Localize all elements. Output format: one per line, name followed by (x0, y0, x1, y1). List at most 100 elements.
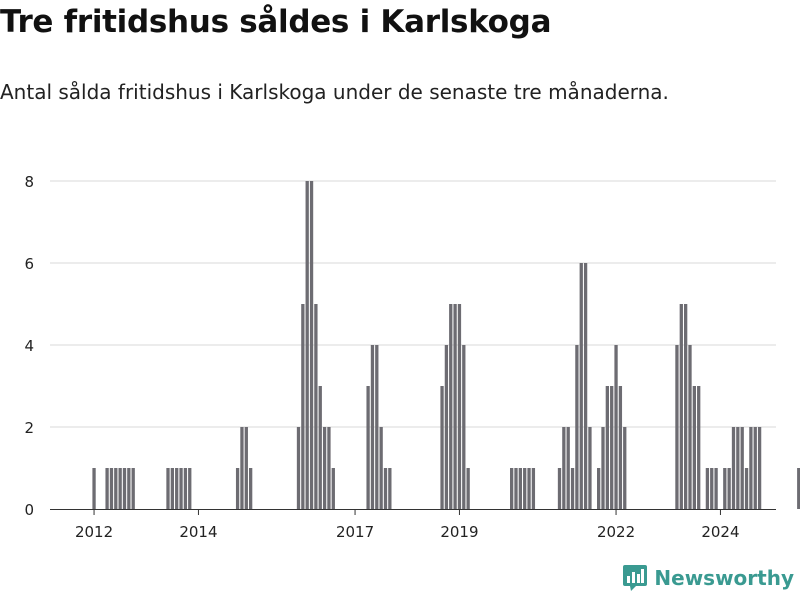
bar (440, 386, 444, 509)
x-axis-labels: 2012 2014 2017 2019 2022 2024 (75, 523, 740, 541)
chart-subtitle: Antal sålda fritidshus i Karlskoga under… (0, 80, 669, 104)
bar (605, 386, 609, 509)
brand-logo: Newsworthy (622, 564, 794, 592)
bar (727, 468, 731, 509)
y-tick-label: 4 (24, 337, 34, 355)
y-tick-label: 6 (24, 255, 34, 273)
bar (92, 468, 96, 509)
bar-chart-logo-icon (623, 565, 648, 591)
bar (614, 345, 618, 509)
bar (510, 468, 514, 509)
bar (583, 263, 588, 509)
bar (114, 468, 118, 509)
bar (466, 468, 470, 509)
bar (105, 468, 109, 509)
bar (575, 345, 579, 509)
bar (714, 468, 718, 509)
x-tick-label: 2012 (75, 523, 113, 541)
gridlines (50, 180, 776, 428)
bar (388, 468, 392, 509)
bar (675, 345, 679, 509)
bar (797, 468, 800, 509)
bar (723, 468, 727, 509)
bar (131, 468, 135, 509)
bar (570, 468, 575, 509)
bar (753, 427, 757, 509)
bar (235, 468, 240, 509)
bar (309, 181, 314, 509)
bar (731, 427, 736, 509)
bar (562, 427, 566, 509)
bar (692, 386, 696, 509)
bars (92, 181, 800, 509)
bar (331, 468, 335, 509)
bar (379, 427, 383, 509)
brand-name: Newsworthy (654, 566, 794, 590)
bar (322, 427, 327, 509)
bar (179, 468, 183, 509)
bar (527, 468, 531, 509)
bar (301, 304, 305, 509)
bar (557, 468, 562, 509)
bar (618, 386, 623, 509)
bar (249, 468, 253, 509)
bar (757, 427, 762, 509)
bar (744, 468, 749, 509)
x-tick-label: 2017 (336, 523, 374, 541)
bar (453, 304, 457, 509)
bar (523, 468, 527, 509)
bar (314, 304, 318, 509)
bar (318, 386, 322, 509)
bar (444, 345, 449, 509)
chart-title: Tre fritidshus såldes i Karlskoga (0, 4, 552, 40)
x-tick-label: 2022 (597, 523, 635, 541)
bar (588, 427, 592, 509)
y-tick-label: 0 (24, 501, 34, 519)
bar (679, 304, 683, 509)
bar (175, 468, 179, 509)
bar (370, 345, 375, 509)
bar (610, 386, 614, 509)
bar (383, 468, 388, 509)
bar (327, 427, 331, 509)
bar (109, 468, 114, 509)
bar (684, 304, 688, 509)
bar (122, 468, 127, 509)
bar (127, 468, 131, 509)
bar (518, 468, 522, 509)
bar (579, 263, 583, 509)
bar (240, 427, 244, 509)
bar (170, 468, 174, 509)
bar (688, 345, 692, 509)
bar (710, 468, 714, 509)
bar (183, 468, 188, 509)
bar (166, 468, 170, 509)
bar (449, 304, 453, 509)
bar (623, 427, 627, 509)
bar (705, 468, 710, 509)
y-axis-labels: 0 2 4 6 8 (24, 173, 34, 519)
bar (305, 181, 309, 509)
bar (601, 427, 605, 509)
bar (462, 345, 466, 509)
x-tick-label: 2014 (179, 523, 217, 541)
bar (118, 468, 122, 509)
bar (740, 427, 744, 509)
bar (749, 427, 753, 509)
y-tick-label: 8 (24, 173, 34, 191)
bar (736, 427, 740, 509)
bar (188, 468, 192, 509)
bar (531, 468, 536, 509)
bar (244, 427, 248, 509)
y-tick-label: 2 (24, 419, 34, 437)
bar (375, 345, 379, 509)
bar (514, 468, 518, 509)
x-tick-label: 2024 (701, 523, 739, 541)
bar (366, 386, 370, 509)
bar (457, 304, 462, 509)
bar (597, 468, 601, 509)
bar (566, 427, 570, 509)
bar (296, 427, 301, 509)
x-tick-label: 2019 (440, 523, 478, 541)
